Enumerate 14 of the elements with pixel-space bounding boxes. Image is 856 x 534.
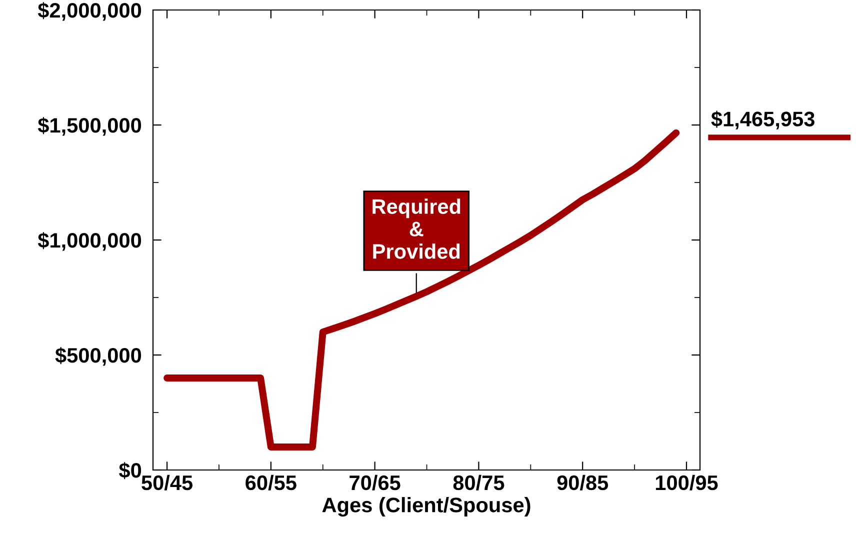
x-axis-title: Ages (Client/Spouse)	[322, 497, 530, 517]
text: $1,465,953	[711, 110, 814, 130]
x-tick-label: 70/65	[350, 474, 400, 490]
y-tick-label: $1,000,000	[38, 232, 142, 251]
y-tick-label: $1,500,000	[38, 117, 142, 136]
y-tick-label: $500,000	[55, 347, 142, 366]
y-tick-label: $0	[118, 462, 142, 480]
x-tick-label: 100/95	[656, 474, 718, 490]
x-tick-label: 80/75	[453, 474, 504, 490]
y-tick-label: $2,000,000	[38, 2, 142, 21]
annotation: Required & Provided	[372, 198, 460, 259]
x-tick-label: 60/55	[246, 474, 296, 490]
x-tick-label: 50/45	[142, 474, 193, 490]
x-tick-label: 90/85	[557, 474, 608, 490]
